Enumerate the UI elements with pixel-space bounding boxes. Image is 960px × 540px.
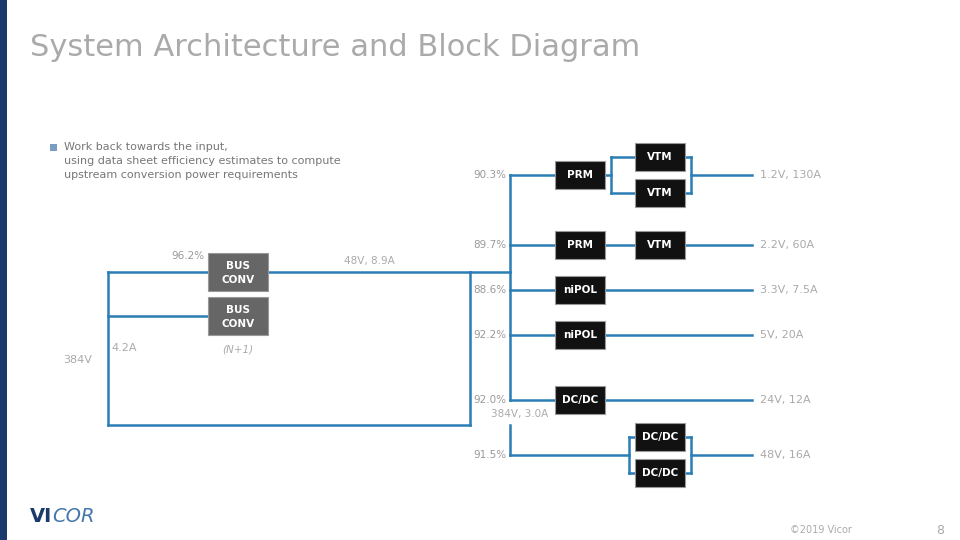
Text: ©2019 Vicor: ©2019 Vicor	[790, 525, 852, 535]
Text: System Architecture and Block Diagram: System Architecture and Block Diagram	[30, 33, 640, 63]
Text: CONV: CONV	[222, 319, 254, 329]
Bar	[635, 459, 685, 487]
Bar	[635, 143, 685, 171]
Bar	[555, 231, 605, 259]
Text: COR: COR	[52, 507, 94, 525]
Text: 2.2V, 60A: 2.2V, 60A	[760, 240, 814, 250]
Text: Work back towards the input,: Work back towards the input,	[64, 142, 228, 152]
Text: 8: 8	[936, 523, 944, 537]
Text: DC/DC: DC/DC	[642, 468, 678, 478]
Bar	[555, 321, 605, 349]
Text: 48V, 8.9A: 48V, 8.9A	[344, 256, 395, 266]
Text: 92.2%: 92.2%	[473, 330, 506, 340]
Bar	[208, 297, 268, 335]
Text: upstream conversion power requirements: upstream conversion power requirements	[64, 170, 298, 180]
Text: VTM: VTM	[647, 240, 673, 250]
Bar	[50, 144, 57, 151]
Text: 384V: 384V	[63, 355, 92, 365]
Text: 3.3V, 7.5A: 3.3V, 7.5A	[760, 285, 818, 295]
Text: 4.2A: 4.2A	[111, 343, 136, 353]
Text: BUS: BUS	[226, 305, 250, 315]
Text: niPOL: niPOL	[563, 330, 597, 340]
Text: VI: VI	[30, 507, 52, 525]
Text: 90.3%: 90.3%	[473, 170, 506, 180]
Text: 1.2V, 130A: 1.2V, 130A	[760, 170, 821, 180]
Bar	[0, 0, 7, 540]
Text: PRM: PRM	[567, 170, 593, 180]
Text: 384V, 3.0A: 384V, 3.0A	[492, 409, 548, 419]
Text: DC/DC: DC/DC	[562, 395, 598, 405]
Text: CONV: CONV	[222, 275, 254, 285]
Bar	[635, 231, 685, 259]
Text: niPOL: niPOL	[563, 285, 597, 295]
Text: 89.7%: 89.7%	[473, 240, 506, 250]
Text: using data sheet efficiency estimates to compute: using data sheet efficiency estimates to…	[64, 156, 341, 166]
Text: (N+1): (N+1)	[223, 344, 253, 354]
Text: 88.6%: 88.6%	[473, 285, 506, 295]
Bar	[555, 161, 605, 189]
Text: 96.2%: 96.2%	[171, 251, 204, 261]
Text: 92.0%: 92.0%	[473, 395, 506, 405]
Text: 24V, 12A: 24V, 12A	[760, 395, 810, 405]
Bar	[635, 179, 685, 207]
Text: PRM: PRM	[567, 240, 593, 250]
Text: VTM: VTM	[647, 188, 673, 198]
Text: 5V, 20A: 5V, 20A	[760, 330, 804, 340]
Bar	[555, 386, 605, 414]
Bar	[635, 423, 685, 451]
Bar	[555, 276, 605, 304]
Bar	[208, 253, 268, 291]
Text: BUS: BUS	[226, 261, 250, 271]
Text: 48V, 16A: 48V, 16A	[760, 450, 810, 460]
Text: DC/DC: DC/DC	[642, 432, 678, 442]
Text: VTM: VTM	[647, 152, 673, 162]
Text: 91.5%: 91.5%	[473, 450, 506, 460]
